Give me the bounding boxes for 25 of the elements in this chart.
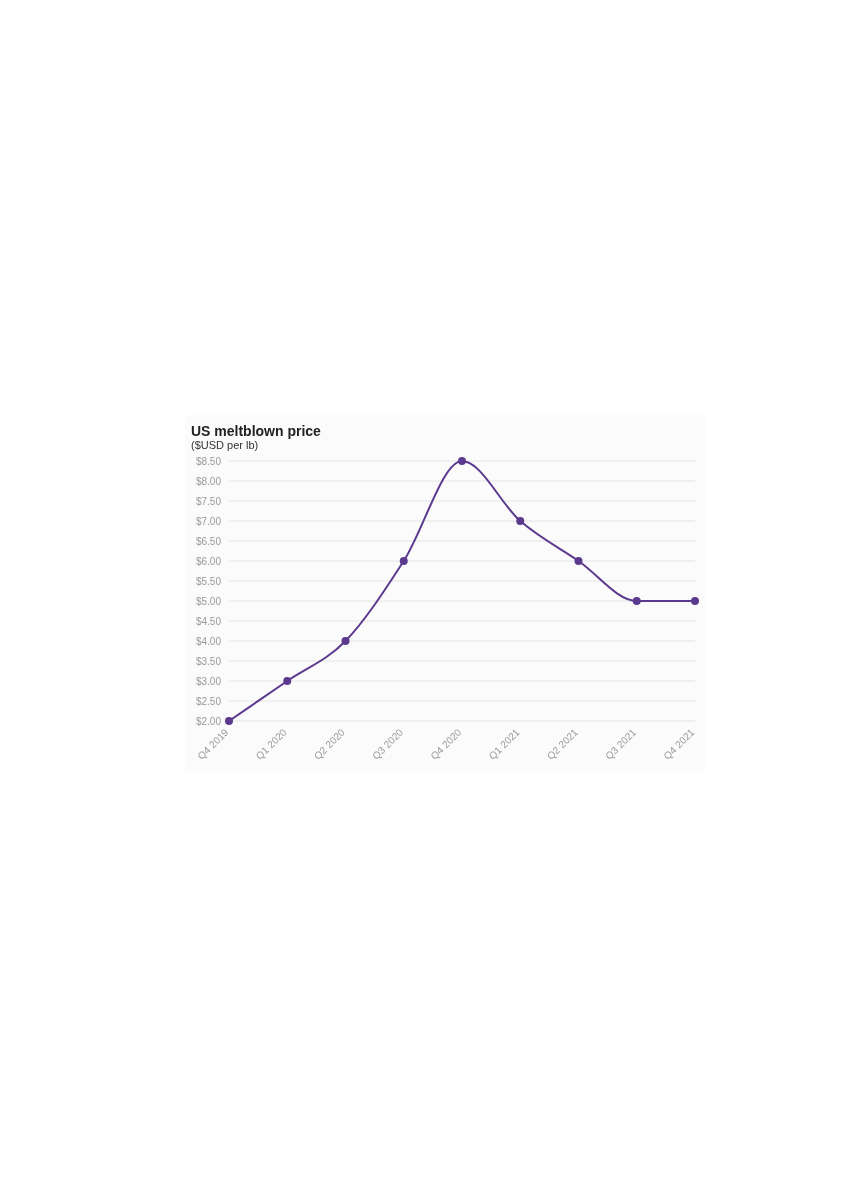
- y-tick-label: $4.00: [195, 635, 222, 647]
- point: [458, 457, 466, 465]
- y-tick-label: $4.50: [195, 615, 222, 627]
- y-tick-label: $8.50: [195, 455, 222, 467]
- y-tick-label: $5.00: [195, 595, 222, 607]
- y-tick-label: $3.00: [195, 675, 222, 687]
- point: [516, 517, 525, 525]
- chart-subtitle: ($USD per lb): [190, 439, 260, 451]
- y-tick-label: $7.50: [195, 495, 222, 507]
- y-tick-label: $2.00: [195, 715, 222, 727]
- point: [399, 557, 408, 565]
- point: [225, 717, 233, 725]
- point: [283, 677, 292, 685]
- y-tick-label: $3.50: [195, 655, 222, 667]
- y-tick-label: $8.00: [195, 475, 222, 487]
- y-tick-label: $2.50: [195, 695, 222, 707]
- y-tick-label: $6.50: [195, 535, 222, 547]
- y-tick-label: $5.50: [195, 575, 222, 587]
- chart-title: US meltblown price: [190, 422, 322, 439]
- point: [632, 597, 641, 605]
- y-tick-label: $7.00: [195, 515, 222, 527]
- point: [691, 597, 699, 605]
- point: [574, 557, 583, 565]
- point: [341, 637, 350, 645]
- y-tick-label: $6.00: [195, 555, 222, 567]
